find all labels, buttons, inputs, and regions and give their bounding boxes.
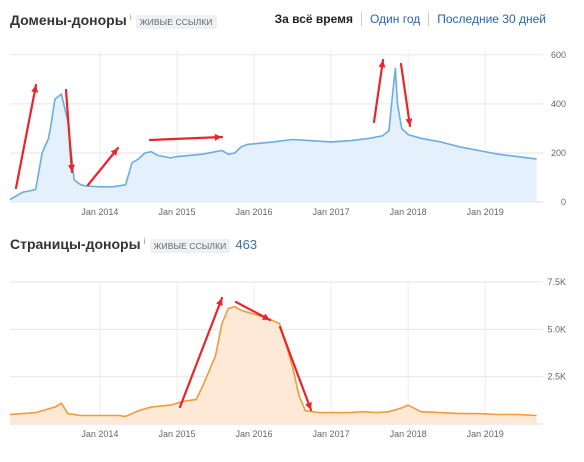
annotation-arrow bbox=[399, 62, 413, 128]
y-tick-label: 400 bbox=[551, 99, 566, 109]
x-tick-label: Jan 2017 bbox=[313, 429, 350, 439]
y-tick-label: 5.0K bbox=[547, 324, 566, 334]
chart2-title: Страницы-доноры bbox=[10, 236, 141, 252]
chart1-title: Домены-доноры bbox=[10, 12, 127, 28]
x-tick-label: Jan 2018 bbox=[390, 429, 427, 439]
y-tick-label: 0 bbox=[561, 197, 566, 207]
annotation-arrow bbox=[234, 300, 272, 322]
y-tick-label: 7.5K bbox=[547, 277, 566, 287]
annotation-arrow bbox=[64, 88, 75, 174]
tab-divider bbox=[360, 12, 362, 26]
series-area bbox=[10, 306, 537, 424]
x-tick-label: Jan 2014 bbox=[81, 429, 118, 439]
x-tick-label: Jan 2016 bbox=[236, 207, 273, 217]
annotation-arrow bbox=[278, 325, 313, 412]
x-tick-label: Jan 2015 bbox=[158, 429, 195, 439]
referring-pages-chart: 2.5K 5.0K 7.5K Jan 2014 Jan 2015 Jan 2016 Jan … bbox=[9, 277, 566, 439]
series-line bbox=[9, 67, 537, 201]
chart2-live-links-badge: живые ссылки bbox=[149, 239, 231, 253]
x-tick-label: Jan 2017 bbox=[313, 207, 350, 217]
chart1-info-icon[interactable]: i bbox=[129, 12, 132, 22]
annotation-arrow bbox=[178, 296, 224, 409]
y-tick-label: 200 bbox=[551, 148, 566, 158]
annotation-arrow bbox=[372, 58, 386, 124]
annotation-arrow bbox=[86, 146, 120, 187]
chart2-count: 463 bbox=[235, 237, 258, 252]
y-tick-label: 600 bbox=[551, 50, 566, 60]
tab-divider bbox=[428, 12, 430, 26]
chart1-header: Домены-доноры i живые ссылки bbox=[10, 12, 217, 29]
tab-all-time[interactable]: За всё время bbox=[274, 12, 353, 26]
x-tick-label: Jan 2019 bbox=[467, 429, 504, 439]
chart2-header: Страницы-доноры i живые ссылки 463 bbox=[10, 236, 257, 253]
x-tick-label: Jan 2015 bbox=[158, 207, 195, 217]
x-tick-label: Jan 2014 bbox=[81, 207, 118, 217]
referring-domains-chart: 0 200 400 600 Jan 2014 Jan 2015 Jan 2016 Jan 20… bbox=[9, 50, 566, 217]
chart2-info-icon[interactable]: i bbox=[143, 236, 146, 246]
x-tick-label: Jan 2018 bbox=[390, 207, 427, 217]
chart1-live-links-badge: живые ссылки bbox=[135, 15, 217, 29]
annotation-arrow bbox=[148, 133, 224, 142]
period-tabs: За всё время Один год Последние 30 дней bbox=[267, 12, 554, 26]
series-area bbox=[10, 68, 537, 203]
tab-last-30-days[interactable]: Последние 30 дней bbox=[437, 12, 546, 26]
annotation-arrow bbox=[14, 83, 39, 190]
y-tick-label: 2.5K bbox=[547, 372, 566, 382]
x-tick-label: Jan 2016 bbox=[236, 429, 273, 439]
x-tick-label: Jan 2019 bbox=[467, 207, 504, 217]
tab-one-year[interactable]: Один год bbox=[369, 12, 421, 26]
